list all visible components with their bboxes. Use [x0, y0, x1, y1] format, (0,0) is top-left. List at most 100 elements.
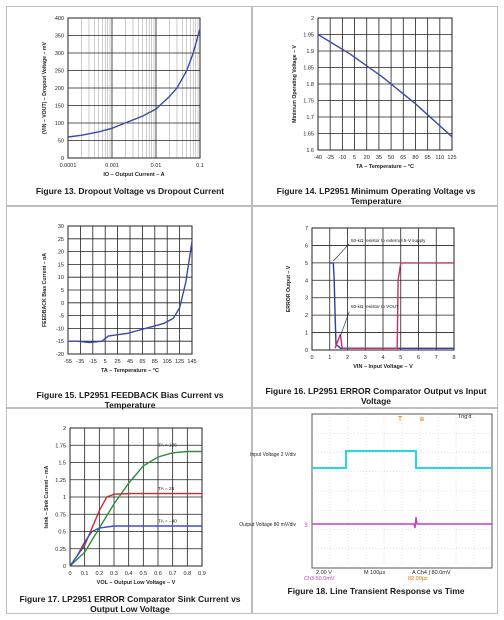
fig15-x-tick-label: 65 [139, 359, 145, 365]
fig15-x-tick-label: 5 [104, 359, 107, 365]
fig14-y-tick-label: 2 [311, 16, 314, 22]
figure-17-panel [6, 408, 252, 614]
fig15-x-tick-label: 25 [115, 359, 121, 365]
fig13-y-tick-label: 250 [55, 69, 64, 75]
fig16-annotation-arrow [333, 243, 350, 262]
fig15-x-tick-label: 85 [152, 359, 158, 365]
fig16-series-1-line [334, 262, 454, 349]
fig17-x-tick-label: 0.7 [169, 571, 177, 577]
figure-16-panel [252, 206, 498, 408]
fig15-x-tick-label: 125 [175, 359, 184, 365]
fig15-y-tick-label: 30 [58, 224, 64, 230]
fig15-y-tick-label: -15 [56, 339, 64, 345]
fig17-y-tick-label: 1.25 [55, 478, 66, 484]
fig17-series-2-line [69, 525, 202, 567]
fig18-delta-time: 82.00µs [408, 576, 428, 582]
fig16-y-tick-label: 3 [305, 296, 308, 302]
fig18-output-label: Output Voltage 80 mV/div [239, 522, 296, 528]
fig15-x-tick-label: -55 [64, 359, 72, 365]
fig14-x-tick-label: 65 [400, 155, 406, 161]
fig18-input-label: Input Voltage 2 V/div [250, 452, 296, 458]
fig15-series-0-line [68, 241, 193, 344]
fig14-x-tick-label: 35 [376, 155, 382, 161]
fig17-y-tick-label: 1.5 [58, 461, 66, 467]
fig14-x-tick-label: 95 [425, 155, 431, 161]
fig17-y-tick-label: 0.25 [55, 547, 66, 553]
fig17-y-tick-label: 1.75 [55, 443, 66, 449]
fig16-x-tick-label: 5 [399, 355, 402, 361]
fig13-y-tick-label: 350 [55, 34, 64, 40]
fig17-y-tick-label: 0.75 [55, 512, 66, 518]
fig16-x-tick-label: 1 [328, 355, 331, 361]
fig14-y-tick-label: 1.9 [306, 49, 314, 55]
figure-14-panel [252, 6, 498, 206]
fig14-y-tick-label: 1.75 [303, 99, 314, 105]
fig16-x-tick-label: 7 [435, 355, 438, 361]
fig17-y-axis-label: Isink – Sink Current – mA [44, 465, 50, 528]
fig14-y-axis-label: Minimum Operating Voltage – V [292, 45, 298, 123]
fig17-x-tick-label: 0.5 [140, 571, 148, 577]
figure-13-caption: Figure 13. Dropout Voltage vs Dropout Cu… [35, 186, 225, 196]
fig18-trigger-marker: T [398, 416, 403, 423]
fig17-y-tick-label: 0.5 [58, 530, 66, 536]
fig16-y-axis-label: ERROR Output – V [286, 265, 292, 312]
fig18-ch3-scale: Ch3 50.0mV [304, 576, 335, 582]
fig14-x-tick-label: 5 [353, 155, 356, 161]
fig14-x-tick-label: -40 [314, 155, 322, 161]
figure-15-caption: Figure 15. LP2951 FEEDBACK Bias Current … [36, 390, 224, 410]
fig14-x-tick-label: -10 [338, 155, 346, 161]
fig16-y-tick-label: 6 [305, 243, 308, 249]
fig13-x-tick-label: 0.001 [105, 163, 119, 169]
fig16-x-tick-label: 8 [452, 355, 455, 361]
fig13-y-tick-label: 100 [55, 121, 64, 127]
fig13-y-tick-label: 200 [55, 86, 64, 92]
fig14-x-tick-label: 80 [412, 155, 418, 161]
fig17-legend-125: TA = 125 [158, 443, 177, 449]
fig13-y-tick-label: 50 [58, 139, 64, 145]
fig15-y-axis-label: FEEDBACK Bias Current – nA [42, 253, 48, 327]
fig16-x-tick-label: 2 [346, 355, 349, 361]
fig17-series-0-line [69, 450, 202, 567]
fig16-x-tick-label: 3 [364, 355, 367, 361]
fig15-x-tick-label: -15 [89, 359, 97, 365]
fig14-x-axis-label: TA – Temperature – °C [356, 164, 414, 170]
fig14-x-tick-label: 50 [388, 155, 394, 161]
fig16-annotation-arrow [340, 311, 350, 337]
fig17-x-tick-label: 0.9 [198, 571, 206, 577]
fig15-x-tick-label: 45 [127, 359, 133, 365]
fig15-x-tick-label: 145 [187, 359, 196, 365]
fig17-x-tick-label: 0.2 [96, 571, 104, 577]
figure-13-panel [6, 6, 252, 206]
fig16-x-axis-label: VIN – Input Voltage – V [353, 364, 413, 370]
fig17-x-tick-label: 0.4 [125, 571, 133, 577]
fig17-x-axis-label: VOL – Output Low Voltage – V [97, 580, 176, 586]
fig18-timebase: M 100µs [364, 570, 385, 576]
figure-14-caption: Figure 14. LP2951 Minimum Operating Volt… [276, 186, 476, 206]
fig13-x-tick-label: 0.0001 [60, 163, 77, 169]
fig14-series-0-line [317, 33, 453, 138]
fig15-y-tick-label: -5 [59, 314, 64, 320]
fig18-ch3-marker: 3 [304, 523, 308, 529]
fig18-input-trace [312, 450, 492, 469]
fig17-legend-minus40: TA = –40 [158, 519, 177, 525]
fig13-y-tick-label: 400 [55, 16, 64, 22]
fig18-ch1-scale: 2.00 V [316, 570, 332, 576]
figure-15-panel [6, 206, 252, 408]
fig14-x-tick-label: 110 [435, 155, 444, 161]
fig13-y-tick-label: 150 [55, 104, 64, 110]
fig16-y-tick-label: 1 [305, 331, 308, 337]
fig15-y-tick-label: -20 [56, 352, 64, 358]
figure-16-caption: Figure 16. LP2951 ERROR Comparator Outpu… [265, 386, 487, 406]
fig13-x-tick-label: 0.1 [196, 163, 204, 169]
fig13-y-axis-label: (VIN – VOUT) – Dropout Voltage – mV [42, 42, 48, 134]
fig16-annotation-vout: 50-kΩ resistor to VOUT [351, 304, 399, 309]
fig15-y-tick-label: 20 [58, 250, 64, 256]
figure-18-caption: Figure 18. Line Transient Response vs Ti… [287, 586, 465, 596]
fig16-series-0-line [329, 262, 454, 349]
fig16-annotation-external: 50-kΩ resistor to external 5-V supply [351, 238, 426, 243]
fig16-y-tick-label: 0 [305, 348, 308, 354]
fig18-trig-status: Trig'd [458, 414, 471, 420]
fig17-x-tick-label: 0.8 [184, 571, 192, 577]
fig15-y-tick-label: 0 [61, 301, 64, 307]
